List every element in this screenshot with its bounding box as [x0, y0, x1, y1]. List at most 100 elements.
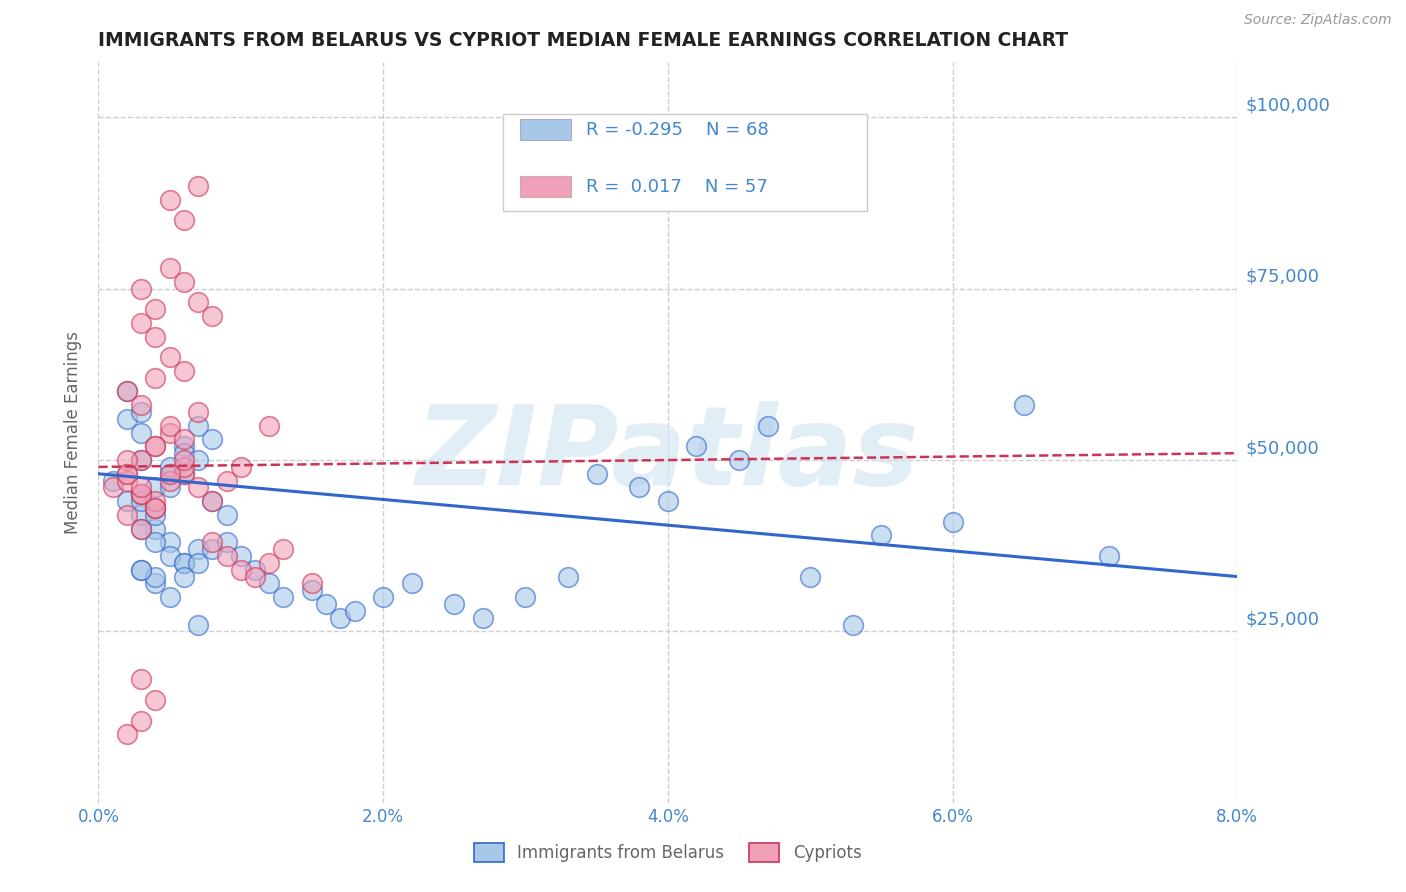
Point: [115, 467, 138, 481]
Point: [159, 467, 181, 481]
Point: [145, 522, 167, 536]
Point: [115, 467, 138, 481]
Point: [145, 535, 167, 549]
Point: [115, 412, 138, 426]
Point: [145, 501, 167, 516]
Point: [1098, 549, 1121, 563]
Text: $100,000: $100,000: [1246, 96, 1330, 114]
Point: [187, 295, 209, 310]
Point: [145, 439, 167, 453]
Point: [101, 480, 124, 494]
Point: [129, 522, 152, 536]
Point: [329, 610, 352, 624]
Point: [173, 446, 195, 460]
Point: [145, 439, 167, 453]
Point: [259, 556, 281, 570]
Point: [115, 384, 138, 399]
Point: [159, 467, 181, 481]
Point: [173, 556, 195, 570]
Point: [315, 597, 337, 611]
Point: [215, 474, 238, 488]
Point: [229, 549, 252, 563]
Text: Source: ZipAtlas.com: Source: ZipAtlas.com: [1244, 13, 1392, 28]
Text: R = -0.295    N = 68: R = -0.295 N = 68: [586, 120, 769, 139]
Point: [145, 371, 167, 385]
Point: [243, 569, 266, 583]
Point: [173, 439, 195, 453]
Point: [942, 515, 965, 529]
Point: [129, 453, 152, 467]
Point: [173, 556, 195, 570]
Point: [129, 522, 152, 536]
Point: [145, 501, 167, 516]
Point: [129, 494, 152, 508]
Point: [129, 453, 152, 467]
Legend: Immigrants from Belarus, Cypriots: Immigrants from Belarus, Cypriots: [467, 836, 869, 869]
Point: [215, 508, 238, 522]
Point: [1012, 398, 1035, 412]
Point: [145, 576, 167, 591]
Point: [243, 563, 266, 577]
Point: [187, 453, 209, 467]
Point: [145, 501, 167, 516]
Point: [159, 590, 181, 604]
Point: [870, 528, 893, 542]
FancyBboxPatch shape: [503, 114, 868, 211]
Point: [259, 418, 281, 433]
Point: [159, 350, 181, 364]
Point: [129, 487, 152, 501]
Point: [159, 425, 181, 440]
Point: [273, 542, 295, 557]
Point: [145, 329, 167, 343]
Point: [145, 480, 167, 494]
Point: [101, 474, 124, 488]
Point: [187, 556, 209, 570]
Point: [129, 405, 152, 419]
Point: [145, 494, 167, 508]
Point: [301, 576, 323, 591]
Point: [129, 398, 152, 412]
Text: $75,000: $75,000: [1246, 268, 1320, 285]
Point: [129, 480, 152, 494]
Point: [115, 474, 138, 488]
Text: IMMIGRANTS FROM BELARUS VS CYPRIOT MEDIAN FEMALE EARNINGS CORRELATION CHART: IMMIGRANTS FROM BELARUS VS CYPRIOT MEDIA…: [98, 30, 1069, 50]
FancyBboxPatch shape: [520, 177, 571, 197]
Point: [115, 453, 138, 467]
Point: [756, 418, 779, 433]
Point: [159, 474, 181, 488]
Y-axis label: Median Female Earnings: Median Female Earnings: [65, 331, 83, 534]
Point: [215, 535, 238, 549]
Point: [187, 418, 209, 433]
Point: [159, 459, 181, 474]
Point: [159, 480, 181, 494]
Point: [657, 494, 679, 508]
Point: [129, 487, 152, 501]
Point: [129, 673, 152, 687]
Point: [201, 494, 224, 508]
Point: [201, 535, 224, 549]
Point: [215, 549, 238, 563]
Point: [129, 508, 152, 522]
Point: [159, 193, 181, 207]
Point: [159, 418, 181, 433]
Point: [229, 459, 252, 474]
Point: [115, 494, 138, 508]
Point: [145, 302, 167, 317]
Point: [145, 693, 167, 707]
Point: [201, 542, 224, 557]
Point: [628, 480, 651, 494]
Point: [273, 590, 295, 604]
Point: [173, 433, 195, 447]
Point: [173, 569, 195, 583]
Point: [685, 439, 707, 453]
Point: [728, 453, 751, 467]
Point: [187, 480, 209, 494]
Text: $25,000: $25,000: [1246, 611, 1320, 629]
Point: [187, 617, 209, 632]
Point: [585, 467, 607, 481]
Point: [129, 487, 152, 501]
Point: [301, 583, 323, 598]
Point: [259, 576, 281, 591]
Point: [343, 604, 366, 618]
Point: [557, 569, 579, 583]
